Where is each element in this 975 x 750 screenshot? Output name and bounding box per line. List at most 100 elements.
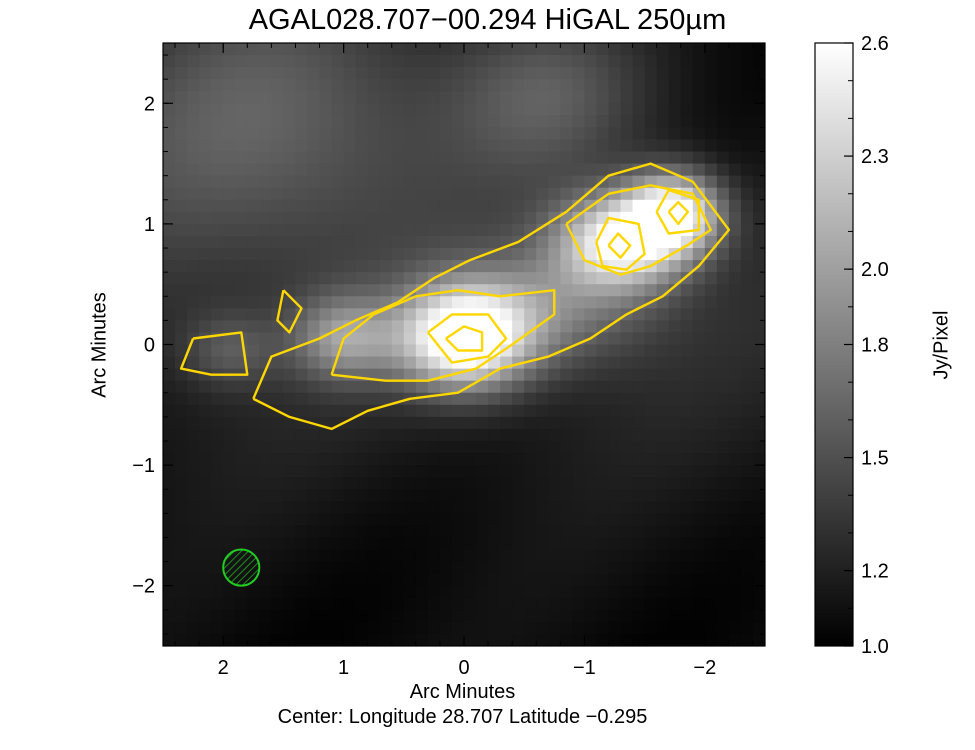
heatmap-cell: [343, 79, 357, 92]
heatmap-cell: [307, 525, 321, 539]
heatmap-cell: [752, 139, 765, 153]
heatmap-cell: [307, 537, 321, 551]
heatmap-cell: [379, 525, 393, 539]
heatmap-cell: [692, 525, 706, 539]
heatmap-cell: [439, 55, 453, 68]
heatmap-cell: [223, 151, 236, 165]
heatmap-cell: [572, 416, 585, 430]
heatmap-cell: [476, 55, 489, 68]
heatmap-cell: [464, 91, 477, 104]
heatmap-cell: [752, 79, 765, 92]
heatmap-cell: [560, 115, 573, 129]
heatmap-cell: [596, 561, 610, 575]
heatmap-cell: [536, 163, 549, 177]
heatmap-cell: [536, 248, 549, 261]
heatmap-cell: [680, 308, 694, 321]
heatmap-cell: [439, 187, 453, 201]
heatmap-cell: [271, 223, 284, 237]
heatmap-cell: [187, 235, 200, 249]
heatmap-cell: [367, 127, 381, 141]
heatmap-cell: [632, 453, 646, 466]
heatmap-cell: [391, 163, 405, 177]
heatmap-cell: [403, 453, 417, 466]
heatmap-cell: [512, 440, 525, 454]
heatmap-cell: [572, 296, 585, 309]
heatmap-cell: [620, 223, 634, 237]
heatmap-cell: [476, 79, 489, 92]
heatmap-cell: [271, 332, 284, 346]
heatmap-cell: [488, 537, 501, 551]
heatmap-cell: [572, 537, 585, 551]
heatmap-cell: [680, 296, 694, 309]
heatmap-cell: [403, 67, 417, 80]
heatmap-cell: [211, 609, 224, 623]
heatmap-cell: [211, 260, 224, 273]
heatmap-cell: [668, 501, 682, 514]
heatmap-cell: [319, 151, 333, 165]
heatmap-cell: [644, 344, 658, 358]
heatmap-cell: [608, 621, 622, 635]
heatmap-cell: [199, 356, 212, 370]
heatmap-cell: [415, 211, 429, 225]
heatmap-cell: [560, 248, 573, 261]
heatmap-cell: [427, 633, 441, 646]
heatmap-cell: [451, 404, 465, 418]
heatmap-cell: [439, 199, 453, 213]
heatmap-cell: [656, 127, 670, 141]
heatmap-cell: [367, 139, 381, 153]
heatmap-cell: [752, 272, 765, 285]
heatmap-cell: [319, 537, 333, 551]
heatmap-cell: [439, 79, 453, 92]
heatmap-cell: [319, 380, 333, 394]
heatmap-cell: [476, 501, 489, 514]
heatmap-cell: [355, 199, 369, 213]
heatmap-cell: [620, 416, 634, 430]
heatmap-cell: [427, 404, 441, 418]
heatmap-cell: [656, 332, 670, 346]
heatmap-cell: [560, 91, 573, 104]
heatmap-cell: [632, 416, 646, 430]
heatmap-cell: [175, 525, 188, 539]
heatmap-cell: [211, 428, 224, 442]
heatmap-cell: [379, 67, 393, 80]
heatmap-cell: [175, 139, 188, 153]
heatmap-cell: [271, 163, 284, 177]
heatmap-cell: [656, 91, 670, 104]
heatmap-cell: [524, 260, 537, 273]
heatmap-cell: [728, 115, 742, 129]
heatmap-cell: [584, 235, 598, 249]
heatmap-cell: [620, 597, 634, 611]
heatmap-cell: [476, 453, 489, 466]
heatmap-cell: [271, 43, 284, 56]
heatmap-cell: [464, 260, 477, 273]
heatmap-cell: [740, 248, 754, 261]
heatmap-cell: [259, 67, 272, 80]
heatmap-cell: [259, 609, 272, 623]
heatmap-cell: [536, 115, 549, 129]
heatmap-cell: [391, 525, 405, 539]
heatmap-cell: [355, 633, 369, 646]
heatmap-cell: [464, 489, 477, 502]
heatmap-cell: [536, 440, 549, 454]
heatmap-cell: [524, 489, 537, 502]
heatmap-cell: [584, 561, 598, 575]
heatmap-cell: [307, 211, 321, 225]
heatmap-cell: [319, 465, 333, 478]
heatmap-cell: [740, 597, 754, 611]
heatmap-cell: [187, 428, 200, 442]
heatmap-cell: [307, 199, 321, 213]
heatmap-cell: [379, 597, 393, 611]
heatmap-cell: [620, 79, 634, 92]
heatmap-cell: [476, 633, 489, 646]
heatmap-cell: [704, 284, 718, 297]
heatmap-cell: [644, 55, 658, 68]
heatmap-cell: [427, 43, 441, 56]
heatmap-cell: [500, 477, 513, 490]
heatmap-cell: [668, 621, 682, 635]
heatmap-cell: [548, 597, 561, 611]
heatmap-cell: [331, 477, 345, 490]
heatmap-cell: [656, 43, 670, 56]
heatmap-cell: [235, 223, 248, 237]
beam-marker: [222, 548, 261, 587]
